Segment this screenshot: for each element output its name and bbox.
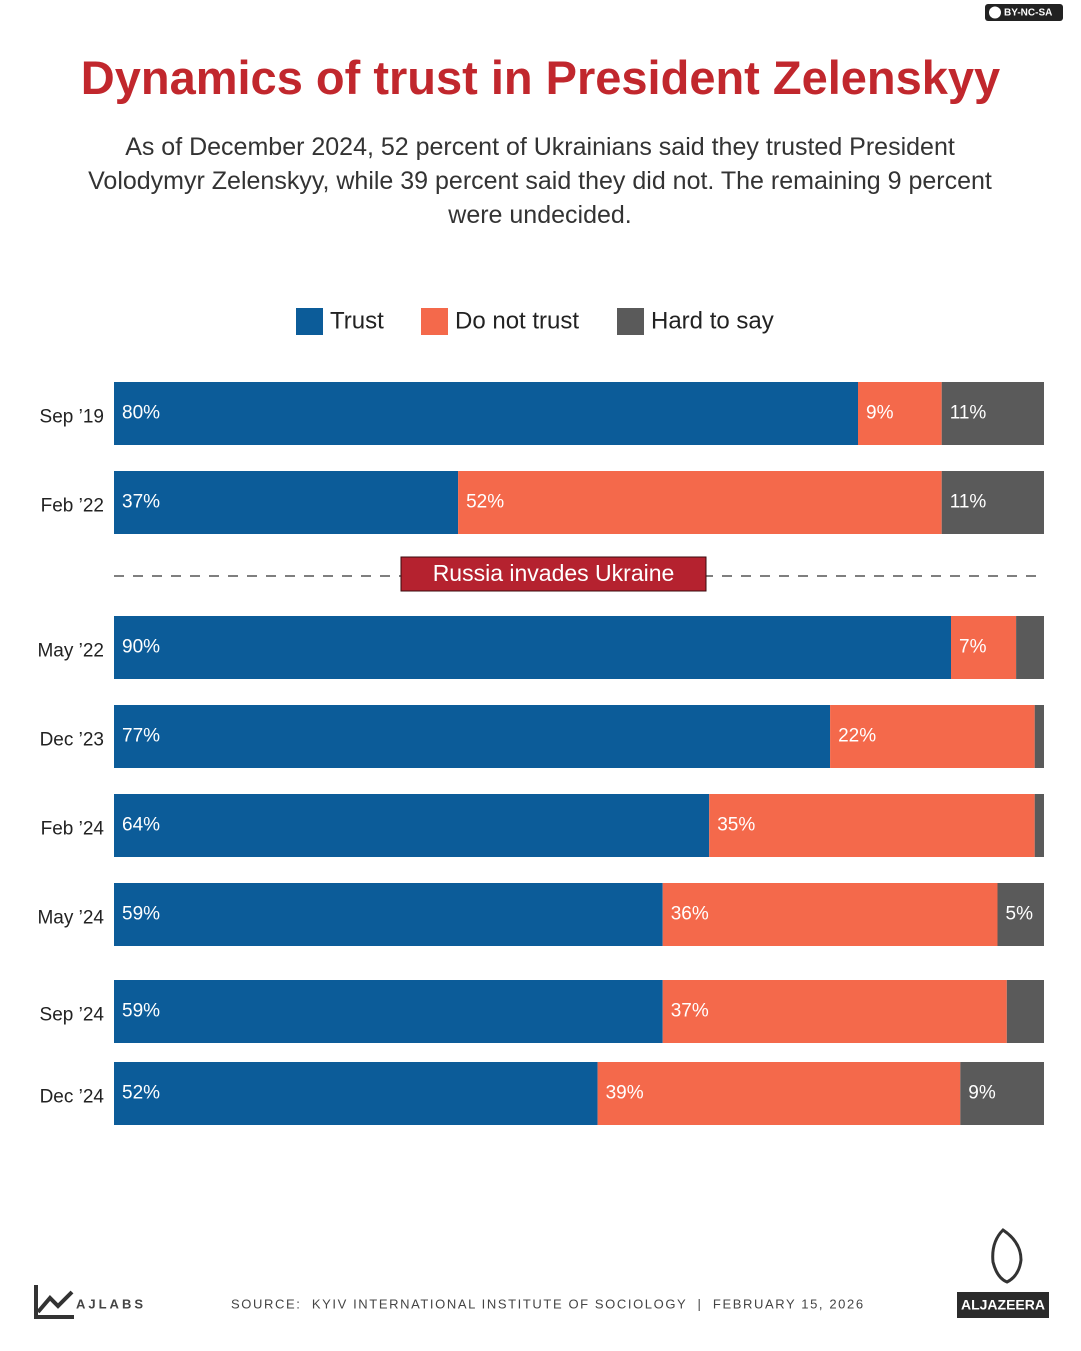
value-label: 7% bbox=[959, 637, 987, 658]
y-tick-label: Sep ’24 bbox=[40, 1005, 105, 1026]
bar-segment bbox=[709, 794, 1035, 857]
chart-subtitle: As of December 2024, 52 percent of Ukrai… bbox=[88, 133, 992, 229]
credit: AJLABS bbox=[76, 1296, 146, 1311]
value-label: 59% bbox=[122, 1001, 160, 1022]
bar-segment bbox=[597, 1062, 961, 1125]
legend-label: Do not trust bbox=[455, 307, 579, 334]
ajlabs-icon bbox=[34, 1285, 74, 1319]
cc-icon bbox=[989, 6, 1001, 19]
publisher: ALJAZEERA bbox=[961, 1297, 1045, 1313]
value-label: 90% bbox=[122, 637, 160, 658]
license-text: BY-NC-SA bbox=[1004, 8, 1052, 19]
bar-segment bbox=[1034, 705, 1044, 768]
bar-segment bbox=[458, 471, 942, 534]
bar-segment bbox=[997, 883, 1044, 946]
value-label: 36% bbox=[671, 904, 709, 925]
y-tick-label: Feb ’22 bbox=[41, 496, 104, 517]
annotation-text: Russia invades Ukraine bbox=[433, 560, 675, 586]
value-label: 5% bbox=[1006, 904, 1034, 925]
y-tick-label: Sep ’19 bbox=[40, 407, 104, 428]
legend-swatch bbox=[421, 308, 448, 335]
value-label: 37% bbox=[671, 1001, 709, 1022]
bar-segment bbox=[960, 1062, 1044, 1125]
value-label: 52% bbox=[122, 1083, 160, 1104]
value-label: 39% bbox=[606, 1083, 644, 1104]
bar-segment bbox=[1034, 794, 1044, 857]
bar-segment bbox=[114, 616, 951, 679]
value-label: 11% bbox=[950, 492, 987, 513]
bar-segment bbox=[114, 883, 663, 946]
bar-segment bbox=[114, 705, 831, 768]
value-label: 80% bbox=[122, 403, 160, 424]
legend-swatch bbox=[296, 308, 323, 335]
bar-segment bbox=[941, 382, 1044, 445]
bar-segment bbox=[662, 883, 998, 946]
bar-segment bbox=[1006, 980, 1044, 1043]
source: SOURCE: KYIV INTERNATIONAL INSTITUTE OF … bbox=[231, 1296, 865, 1311]
bar-segment bbox=[1016, 616, 1044, 679]
value-label: 52% bbox=[466, 492, 504, 513]
y-tick-label: May ’22 bbox=[37, 641, 104, 662]
bar-segment bbox=[114, 980, 663, 1043]
bar-segment bbox=[941, 471, 1044, 534]
bar-segment bbox=[662, 980, 1007, 1043]
legend-label: Hard to say bbox=[651, 307, 774, 334]
annotation-box bbox=[400, 556, 707, 592]
aljazeera-emblem bbox=[991, 1228, 1023, 1284]
value-label: 59% bbox=[122, 904, 160, 925]
bar-segment bbox=[951, 616, 1017, 679]
value-label: 35% bbox=[717, 815, 755, 836]
bar-segment bbox=[858, 382, 942, 445]
value-label: 11% bbox=[950, 403, 987, 424]
y-tick-label: Dec ’23 bbox=[40, 730, 104, 751]
publisher-box bbox=[957, 1292, 1049, 1318]
y-tick-label: May ’24 bbox=[37, 908, 104, 929]
value-label: 9% bbox=[968, 1083, 996, 1104]
legend-label: Trust bbox=[330, 307, 384, 334]
chart-title: Dynamics of trust in President Zelenskyy bbox=[80, 51, 1001, 104]
bar-segment bbox=[114, 794, 710, 857]
legend-swatch bbox=[617, 308, 644, 335]
license-badge bbox=[985, 4, 1063, 21]
value-label: 64% bbox=[122, 815, 160, 836]
value-label: 22% bbox=[838, 726, 876, 747]
y-tick-label: Feb ’24 bbox=[41, 819, 105, 840]
value-label: 37% bbox=[122, 492, 160, 513]
bar-segment bbox=[114, 471, 459, 534]
y-tick-label: Dec ’24 bbox=[40, 1087, 105, 1108]
value-label: 9% bbox=[866, 403, 894, 424]
bar-segment bbox=[114, 382, 858, 445]
value-label: 77% bbox=[122, 726, 160, 747]
bar-segment bbox=[830, 705, 1035, 768]
bar-segment bbox=[114, 1062, 598, 1125]
